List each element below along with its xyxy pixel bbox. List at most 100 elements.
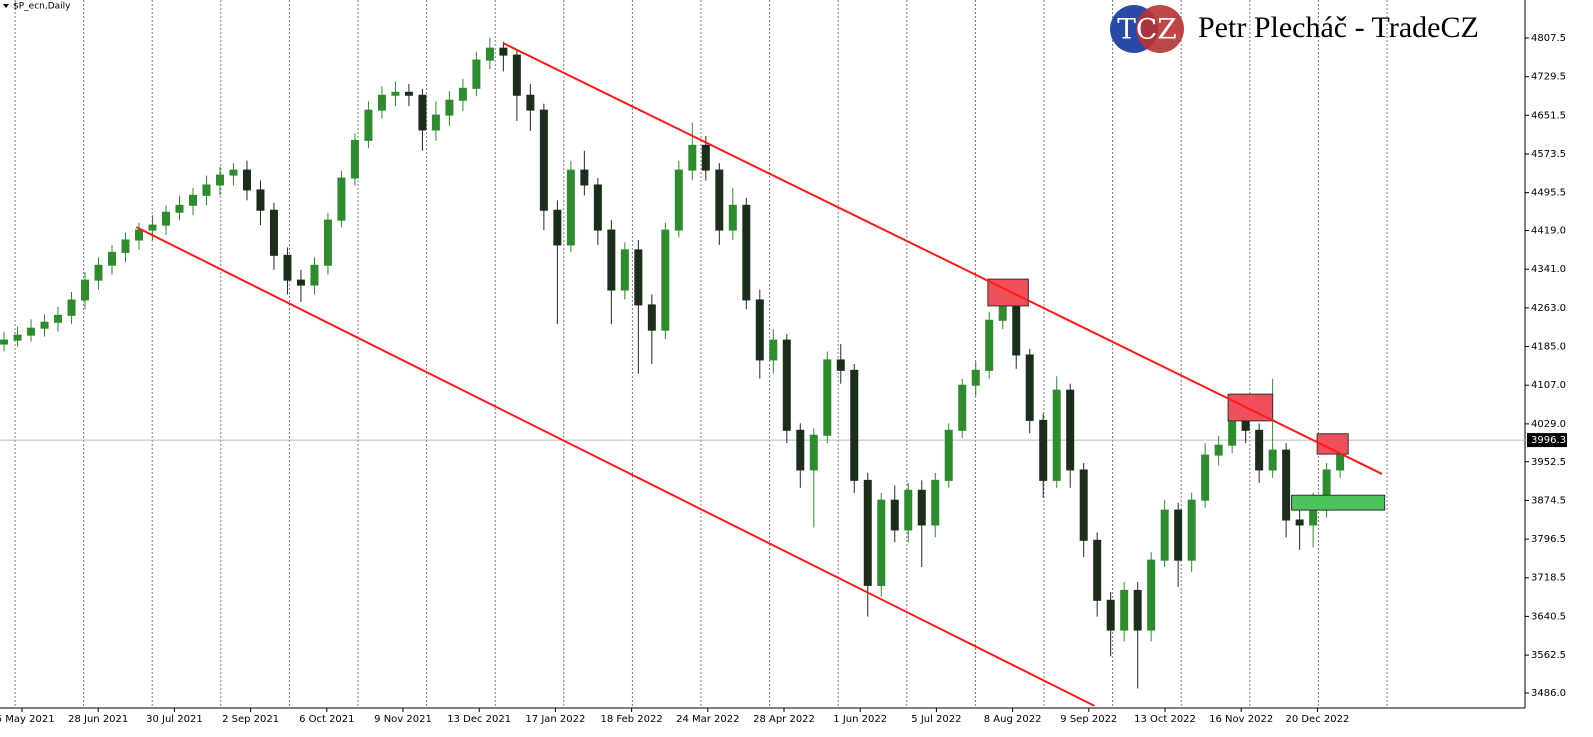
y-tick-label: 3640.5 xyxy=(1531,611,1566,622)
candle-body xyxy=(593,184,602,231)
candle-body xyxy=(40,321,49,329)
candle-body xyxy=(1241,419,1250,431)
candle-body xyxy=(161,211,170,226)
zone xyxy=(1291,494,1386,511)
candle-body xyxy=(431,114,440,131)
candle-body xyxy=(1282,449,1291,521)
candle-body xyxy=(823,359,832,436)
y-tick-label: 4807.5 xyxy=(1531,33,1566,44)
y-tick-label: 4341.0 xyxy=(1531,264,1566,275)
y-tick-label: 4729.5 xyxy=(1531,72,1566,83)
zone xyxy=(1316,433,1349,455)
grid-layer xyxy=(14,0,1388,708)
candle-body xyxy=(135,229,144,241)
x-tick-label: 16 Nov 2022 xyxy=(1209,714,1273,725)
x-tick-label: 18 Feb 2022 xyxy=(600,714,662,725)
candle-body xyxy=(728,204,737,231)
candle-body xyxy=(904,489,913,531)
candle-body xyxy=(1052,389,1061,481)
candle-body xyxy=(1079,469,1088,541)
candle-body xyxy=(67,299,76,316)
trendline xyxy=(502,42,1383,475)
price-label: 3996.3 xyxy=(1531,435,1566,446)
y-tick-label: 3952.5 xyxy=(1531,457,1566,468)
candle-body xyxy=(701,144,710,171)
candle-body xyxy=(1268,449,1277,471)
logo-text: TCZ xyxy=(1117,13,1177,46)
candle-body xyxy=(971,369,980,386)
candle-body xyxy=(836,359,845,371)
y-tick-label: 4495.5 xyxy=(1531,188,1566,199)
candle-body xyxy=(188,194,197,206)
candle-body xyxy=(54,314,63,323)
candle-body xyxy=(931,479,940,526)
candle-body xyxy=(364,109,373,141)
candle-body xyxy=(796,429,805,471)
candle-body xyxy=(850,369,859,481)
candle-body xyxy=(323,219,332,266)
candle-body xyxy=(445,99,454,116)
candle-body xyxy=(242,169,251,191)
logo-circle xyxy=(1136,5,1184,53)
candle-body xyxy=(1093,539,1102,601)
candle-body xyxy=(863,479,872,586)
candle-body xyxy=(526,94,535,111)
y-tick-label: 4029.0 xyxy=(1531,419,1566,430)
candle-body xyxy=(553,209,562,246)
y-tick-label: 4573.5 xyxy=(1531,149,1566,160)
x-tick-label: 9 Nov 2021 xyxy=(374,714,432,725)
candle-body xyxy=(148,224,157,231)
candle-body xyxy=(296,279,305,286)
candle-body xyxy=(269,209,278,256)
y-tick-label: 4107.0 xyxy=(1531,380,1566,391)
candle-body xyxy=(256,189,265,211)
candle-body xyxy=(1214,444,1223,456)
candle-body xyxy=(121,239,130,253)
candle-body xyxy=(404,91,413,96)
candle-body xyxy=(215,174,224,186)
chart-title: $P_ecn,Daily xyxy=(13,2,71,12)
x-tick-label: 25 May 2021 xyxy=(0,714,55,725)
x-tick-label: 13 Dec 2021 xyxy=(447,714,511,725)
y-tick-label: 4651.5 xyxy=(1531,110,1566,121)
y-tick-label: 3874.5 xyxy=(1531,495,1566,506)
candle-body xyxy=(958,384,967,431)
x-tick-label: 2 Sep 2021 xyxy=(222,714,279,725)
y-tick-label: 4419.0 xyxy=(1531,226,1566,237)
candle-body xyxy=(94,264,103,281)
candle-body xyxy=(890,499,899,531)
candle-body xyxy=(350,139,359,179)
y-tick-label: 4263.0 xyxy=(1531,303,1566,314)
y-tick-label: 3718.5 xyxy=(1531,573,1566,584)
price-label-box xyxy=(1527,433,1567,448)
candle-body xyxy=(661,229,670,331)
candle-body xyxy=(485,47,494,61)
y-tick-label: 3486.0 xyxy=(1531,688,1566,699)
candle-body xyxy=(1039,419,1048,481)
y-tick-label: 3562.5 xyxy=(1531,650,1566,661)
x-tick-label: 17 Jan 2022 xyxy=(525,714,585,725)
candle-body xyxy=(1201,454,1210,501)
y-tick-label: 3796.5 xyxy=(1531,534,1566,545)
candle-body xyxy=(1309,509,1318,526)
candle-body xyxy=(566,169,575,246)
candle-body xyxy=(634,249,643,306)
candle-body xyxy=(647,304,656,331)
x-tick-label: 30 Jul 2021 xyxy=(146,714,203,725)
x-tick-label: 28 Apr 2022 xyxy=(753,714,815,725)
candle-body xyxy=(877,499,886,586)
candle-body xyxy=(337,177,346,221)
x-tick-label: 8 Aug 2022 xyxy=(984,714,1042,725)
candle-body xyxy=(985,319,994,371)
candle-body xyxy=(1120,589,1129,631)
candle-body xyxy=(620,249,629,291)
candle-body xyxy=(472,59,481,89)
candle-body xyxy=(769,339,778,361)
candle-body xyxy=(755,299,764,361)
candle-body xyxy=(674,169,683,231)
watermark-text: Petr Plecháč - TradeCZ xyxy=(1198,11,1479,44)
candle-body xyxy=(742,204,751,301)
